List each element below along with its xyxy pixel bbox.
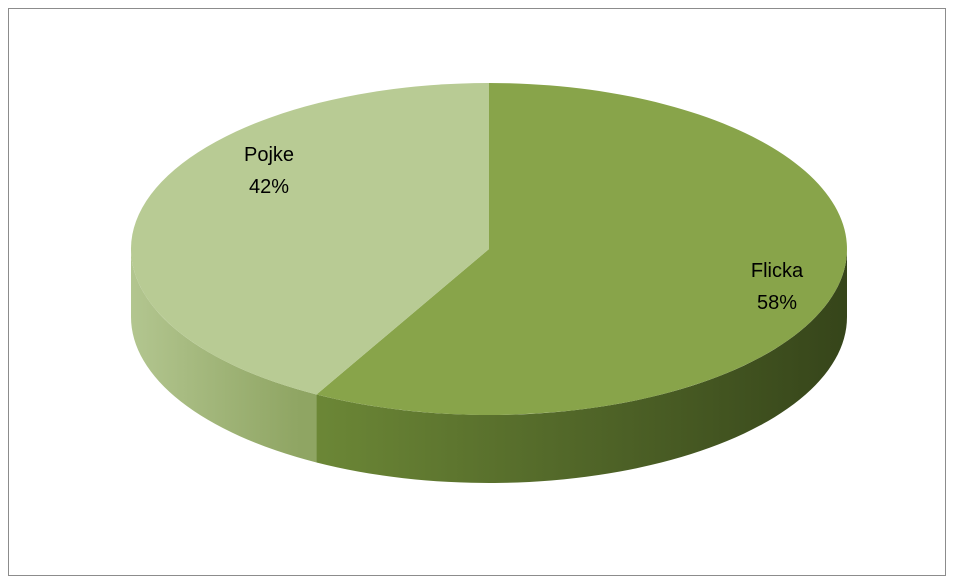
pie-sides xyxy=(131,249,847,484)
label-flicka-name: Flicka xyxy=(751,260,804,282)
pie-slice-pojke[interactable] xyxy=(130,83,489,395)
pie-chart: Flicka 58% Pojke 42% xyxy=(130,83,847,484)
label-pojke-percent: 42% xyxy=(249,176,289,198)
chart-area: Flicka 58% Pojke 42% xyxy=(8,8,946,576)
pie-labels: Flicka 58% Pojke 42% xyxy=(244,144,804,314)
pie-side-flicka xyxy=(316,249,847,484)
label-flicka-percent: 58% xyxy=(757,292,797,314)
pie-tops xyxy=(130,83,847,416)
pie-side-pojke xyxy=(131,249,317,463)
label-pojke-name: Pojke xyxy=(244,144,294,166)
pie-slice-flicka[interactable] xyxy=(316,83,847,416)
